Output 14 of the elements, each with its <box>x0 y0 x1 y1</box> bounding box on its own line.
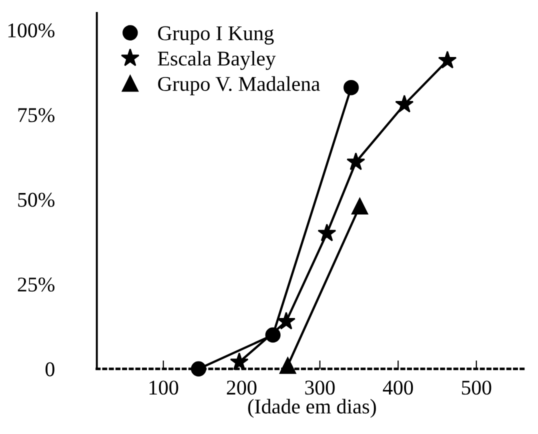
y-tick-label: 50% <box>18 192 54 207</box>
legend-label: Escala Bayley <box>158 50 276 70</box>
y-tick-label: 0 <box>46 362 54 376</box>
x-tick-label: 100 <box>150 380 178 395</box>
x-tick-label: 300 <box>305 380 335 395</box>
legend-label: Grupo V. Madalena <box>158 76 320 96</box>
y-tick-label: 75% <box>18 108 54 122</box>
y-tick-label: 25% <box>18 278 54 292</box>
y-tick-label: 100% <box>8 23 54 38</box>
x-tick-label: 500 <box>462 380 492 395</box>
legend-label: Grupo I Kung <box>158 26 274 45</box>
x-axis-title: (Idade em dias) <box>248 398 376 418</box>
x-tick-label: 400 <box>382 380 413 395</box>
x-tick-label: 200 <box>226 380 256 395</box>
